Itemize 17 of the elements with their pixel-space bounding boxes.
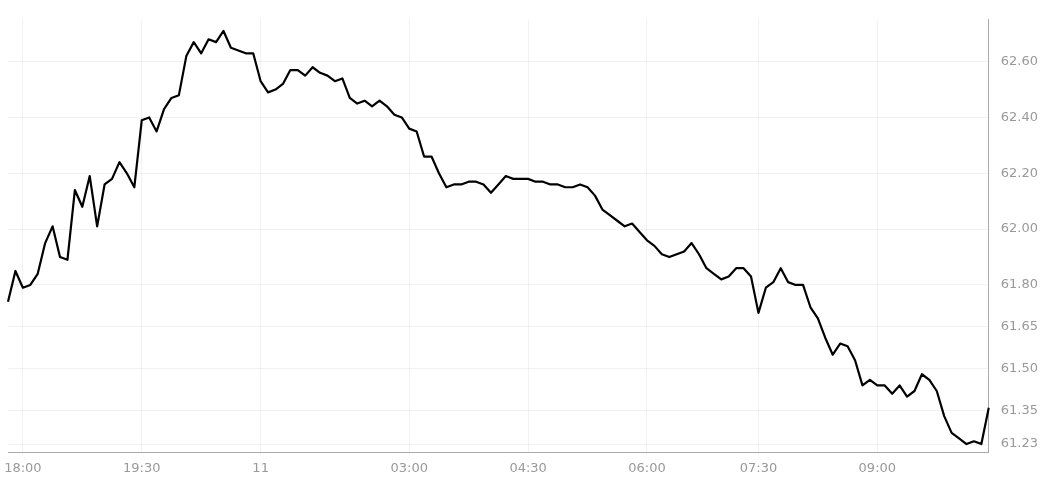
- y-tick-label: 62.00: [1000, 220, 1038, 236]
- x-tick-label: 04:30: [509, 459, 547, 475]
- x-tick-label: 03:00: [390, 459, 428, 475]
- x-tick-label: 19:30: [123, 459, 161, 475]
- y-tick-label: 61.65: [1000, 318, 1038, 334]
- y-tick-label: 61.23: [1000, 435, 1038, 451]
- x-tick-label: 18:00: [4, 459, 42, 475]
- y-tick-label: 62.20: [1000, 164, 1038, 180]
- x-tick-label: 06:00: [628, 459, 666, 475]
- x-tick-label: 07:30: [739, 459, 778, 475]
- x-tick-label: 11: [252, 459, 269, 475]
- y-tick-label: 61.50: [1000, 360, 1038, 376]
- y-tick-label: 61.80: [1000, 276, 1038, 292]
- y-tick-label: 62.60: [1000, 53, 1038, 69]
- x-tick-label: 09:00: [858, 459, 897, 475]
- y-tick-label: 62.40: [1000, 108, 1038, 124]
- y-tick-label: 61.35: [1000, 401, 1038, 417]
